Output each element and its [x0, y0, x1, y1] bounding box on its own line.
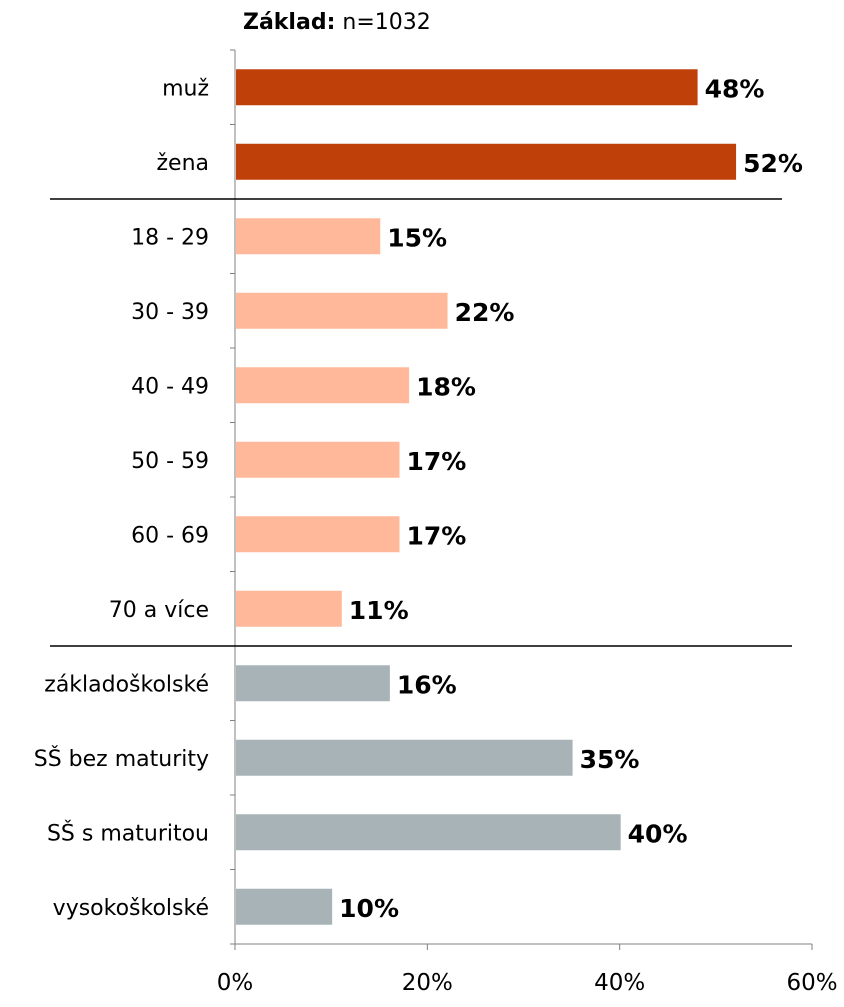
category-label: základoškolské — [44, 672, 209, 697]
data-label: 17% — [406, 521, 466, 550]
data-label: 52% — [743, 149, 803, 178]
category-label: 40 - 49 — [131, 374, 209, 399]
data-label: 35% — [580, 745, 640, 774]
bar — [236, 665, 390, 702]
category-label: žena — [156, 151, 209, 176]
x-tick-label: 40% — [594, 970, 645, 996]
base-sample-label: Základ: n=1032 — [243, 10, 431, 35]
data-label: 17% — [406, 447, 466, 476]
data-label: 15% — [387, 223, 447, 252]
category-label: vysokoškolské — [53, 896, 209, 921]
category-label: 18 - 29 — [131, 225, 209, 250]
bar — [236, 888, 333, 925]
category-label: 70 a více — [109, 598, 209, 623]
category-label: 30 - 39 — [131, 300, 209, 325]
bar — [236, 367, 410, 404]
data-label: 22% — [455, 298, 515, 327]
x-tick-label: 20% — [402, 970, 453, 996]
bar — [236, 143, 737, 180]
data-label: 10% — [339, 894, 399, 923]
base-sample-size: n=1032 — [342, 10, 431, 35]
category-label: SŠ bez maturity — [34, 746, 209, 772]
data-label: 40% — [628, 819, 688, 848]
category-label: SŠ s maturitou — [47, 820, 209, 846]
bar — [236, 69, 698, 106]
base-label-prefix: Základ: — [243, 10, 336, 35]
data-label: 11% — [349, 596, 409, 625]
category-label: muž — [162, 76, 209, 101]
data-label: 48% — [705, 74, 765, 103]
data-label: 18% — [416, 372, 476, 401]
x-tick-label: 0% — [217, 970, 254, 996]
bar — [236, 441, 400, 478]
bar — [236, 814, 621, 851]
bar — [236, 218, 381, 255]
bar — [236, 292, 448, 329]
bar — [236, 516, 400, 553]
x-tick-label: 60% — [786, 970, 837, 996]
category-label: 50 - 59 — [131, 449, 209, 474]
data-label: 16% — [397, 670, 457, 699]
bar — [236, 739, 573, 776]
category-label: 60 - 69 — [131, 523, 209, 548]
bar — [236, 590, 342, 627]
